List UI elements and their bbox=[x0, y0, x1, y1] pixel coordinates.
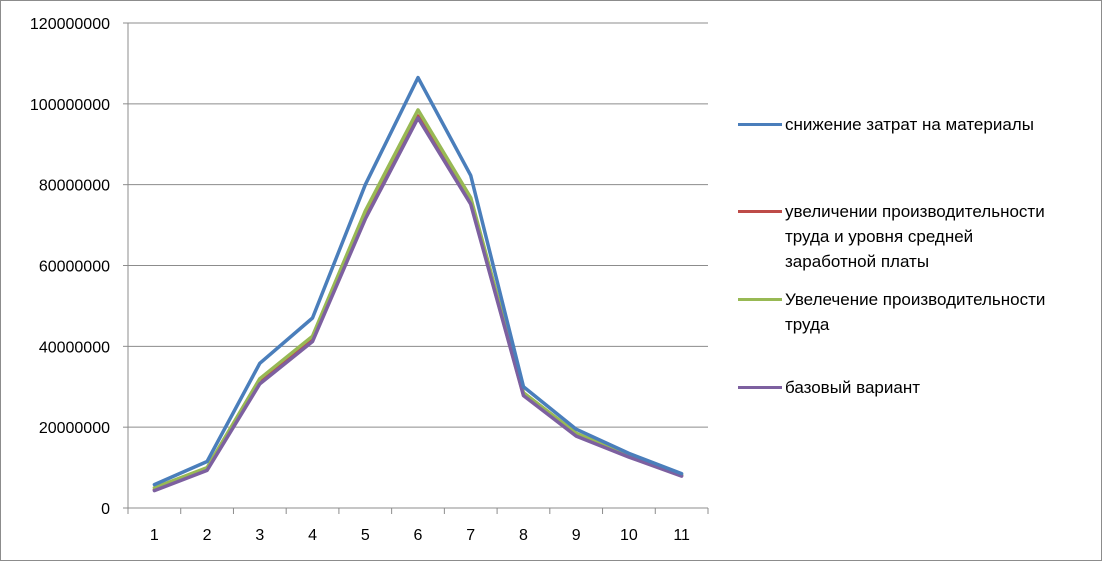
y-tick-label: 60000000 bbox=[39, 259, 110, 276]
series-line-3 bbox=[152, 116, 684, 493]
legend-label-productivity-wage-line3: заработной платы bbox=[785, 252, 930, 271]
x-tick-label: 9 bbox=[572, 527, 581, 544]
x-tick-label: 5 bbox=[361, 527, 370, 544]
legend-label-productivity-line2: труда bbox=[785, 315, 830, 334]
series-line-1 bbox=[152, 114, 684, 492]
legend-label-productivity-wage-line1: увеличении производительности bbox=[785, 202, 1045, 221]
y-tick-label: 120000000 bbox=[30, 16, 110, 33]
legend-label-productivity-wage-line2: труда и уровня средней bbox=[785, 227, 974, 246]
x-tick-label: 2 bbox=[203, 527, 212, 544]
x-tick-label: 1 bbox=[150, 527, 159, 544]
legend-swatch-base bbox=[738, 386, 782, 389]
legend: снижение затрат на материалы увеличении … bbox=[738, 0, 1093, 559]
legend-label-base: базовый вариант bbox=[785, 378, 921, 397]
legend-swatch-materials bbox=[738, 123, 782, 126]
x-tick-label: 4 bbox=[308, 527, 317, 544]
x-tick-label: 7 bbox=[466, 527, 475, 544]
x-tick-label: 10 bbox=[620, 527, 638, 544]
axes bbox=[123, 22, 709, 514]
x-tick-label: 8 bbox=[519, 527, 528, 544]
grid-lines bbox=[128, 22, 708, 428]
legend-swatch-productivity bbox=[738, 298, 782, 301]
legend-label-productivity-line1: Увелечение производительности bbox=[785, 290, 1046, 309]
x-tick-label: 6 bbox=[414, 527, 423, 544]
y-tick-label: 100000000 bbox=[30, 97, 110, 114]
series-line-2 bbox=[152, 108, 684, 490]
y-tick-label: 80000000 bbox=[39, 178, 110, 195]
x-tick-labels: 1 2 3 4 5 6 7 8 9 10 11 bbox=[150, 527, 690, 544]
series-lines bbox=[152, 75, 684, 493]
series-line-0 bbox=[152, 75, 684, 487]
y-tick-label: 40000000 bbox=[39, 339, 110, 356]
legend-label-materials: снижение затрат на материалы bbox=[785, 115, 1034, 134]
y-tick-label: 0 bbox=[101, 501, 110, 518]
y-tick-labels: 0 20000000 40000000 60000000 80000000 1000000… bbox=[30, 16, 110, 518]
x-tick-label: 11 bbox=[673, 527, 690, 544]
x-tick-label: 3 bbox=[255, 527, 264, 544]
legend-swatch-productivity-wage bbox=[738, 210, 782, 213]
y-tick-label: 20000000 bbox=[39, 420, 110, 437]
